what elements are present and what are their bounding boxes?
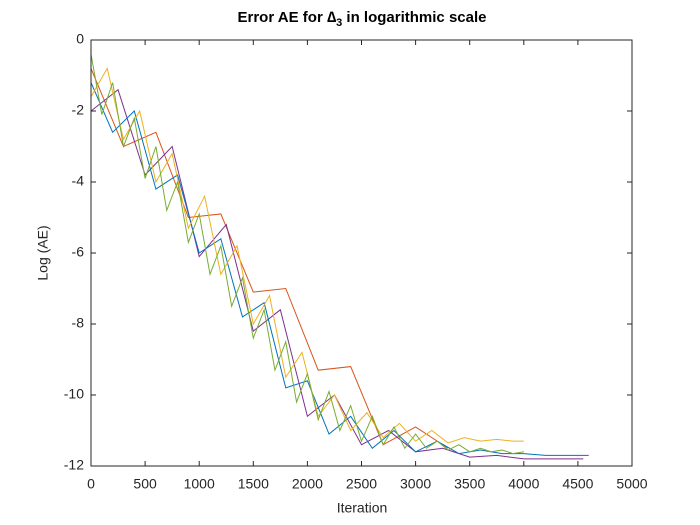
x-tick-label: 4000 [508, 476, 539, 492]
y-tick-label: 0 [76, 31, 84, 47]
x-tick-label: 1000 [184, 476, 215, 492]
y-tick-label: -10 [64, 386, 84, 402]
title-suffix: in logarithmic scale [342, 9, 486, 26]
title-prefix: Error AE for ∆ [238, 9, 337, 26]
series-line [90, 68, 449, 449]
series-line [90, 82, 589, 456]
y-tick-label: -8 [72, 315, 85, 331]
series-line [90, 54, 524, 455]
x-axis-label: Iteration [337, 500, 388, 516]
x-tick-label: 2500 [346, 476, 377, 492]
y-axis-label: Log (AE) [35, 225, 51, 280]
x-tick-label: 500 [133, 476, 157, 492]
y-tick-label: -6 [72, 244, 85, 260]
chart-title: Error AE for ∆3 in logarithmic scale [238, 9, 487, 29]
series-line [90, 88, 584, 460]
x-tick-label: 4500 [562, 476, 593, 492]
x-tick-label: 0 [87, 476, 95, 492]
title-subscript: 3 [336, 17, 342, 29]
x-tick-label: 3500 [454, 476, 485, 492]
x-tick-label: 1500 [238, 476, 269, 492]
x-tick-label: 5000 [616, 476, 647, 492]
plot-area [90, 54, 589, 460]
y-tick-label: -2 [72, 102, 85, 118]
x-tick-label: 3000 [400, 476, 431, 492]
y-tick-label: -4 [72, 173, 85, 189]
y-tick-label: -12 [64, 457, 84, 473]
x-tick-label: 2000 [292, 476, 323, 492]
